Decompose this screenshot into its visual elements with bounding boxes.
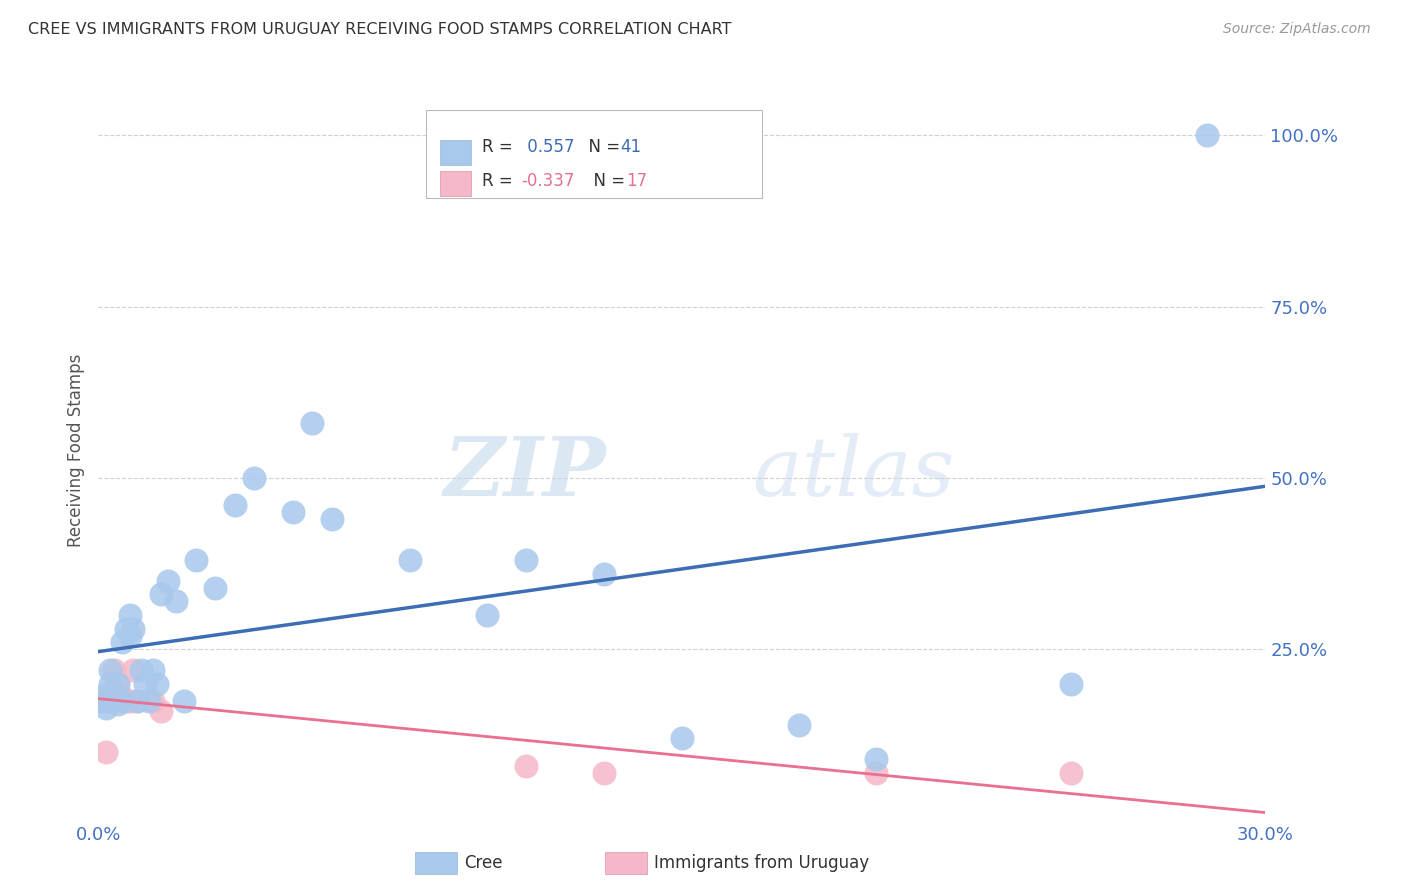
- Point: [118, 694, 141, 708]
- Point: [129, 663, 152, 677]
- Point: [671, 731, 693, 746]
- Text: Source: ZipAtlas.com: Source: ZipAtlas.com: [1223, 22, 1371, 37]
- Text: N =: N =: [583, 172, 631, 190]
- Text: 0.557: 0.557: [522, 138, 574, 156]
- Point: [865, 765, 887, 780]
- Point: [103, 663, 125, 677]
- Point: [122, 663, 145, 677]
- Point: [96, 700, 118, 714]
- Point: [142, 663, 165, 677]
- Point: [165, 594, 187, 608]
- Point: [787, 717, 810, 731]
- Point: [224, 498, 246, 512]
- Point: [103, 690, 125, 705]
- Point: [157, 574, 180, 588]
- Point: [1060, 676, 1083, 690]
- Point: [477, 607, 499, 622]
- Text: -0.337: -0.337: [522, 172, 575, 190]
- Point: [114, 694, 136, 708]
- Point: [103, 694, 125, 708]
- Point: [1195, 128, 1218, 142]
- Point: [515, 553, 537, 567]
- Point: [122, 622, 145, 636]
- Text: ZIP: ZIP: [443, 433, 606, 513]
- Point: [138, 694, 160, 708]
- Point: [321, 512, 343, 526]
- Y-axis label: Receiving Food Stamps: Receiving Food Stamps: [66, 354, 84, 547]
- Point: [184, 553, 207, 567]
- Point: [593, 765, 616, 780]
- Text: CREE VS IMMIGRANTS FROM URUGUAY RECEIVING FOOD STAMPS CORRELATION CHART: CREE VS IMMIGRANTS FROM URUGUAY RECEIVIN…: [28, 22, 731, 37]
- Point: [142, 694, 165, 708]
- Point: [515, 759, 537, 773]
- Point: [96, 745, 118, 759]
- Point: [173, 694, 195, 708]
- Point: [127, 694, 149, 708]
- Text: atlas: atlas: [752, 433, 955, 513]
- Point: [111, 635, 134, 649]
- Point: [107, 676, 129, 690]
- Point: [398, 553, 420, 567]
- Text: 17: 17: [626, 172, 647, 190]
- Point: [204, 581, 226, 595]
- Point: [146, 676, 169, 690]
- Point: [114, 622, 136, 636]
- Point: [98, 676, 121, 690]
- Point: [243, 471, 266, 485]
- Point: [301, 416, 323, 430]
- Point: [127, 694, 149, 708]
- Text: R =: R =: [482, 138, 519, 156]
- Point: [111, 690, 134, 705]
- Text: Immigrants from Uruguay: Immigrants from Uruguay: [654, 855, 869, 872]
- Text: N =: N =: [578, 138, 626, 156]
- Point: [107, 697, 129, 711]
- Point: [98, 694, 121, 708]
- Point: [118, 607, 141, 622]
- Point: [96, 687, 118, 701]
- Point: [107, 676, 129, 690]
- Point: [149, 704, 172, 718]
- Point: [91, 694, 114, 708]
- Point: [593, 566, 616, 581]
- Point: [111, 694, 134, 708]
- Point: [1060, 765, 1083, 780]
- Point: [865, 752, 887, 766]
- Point: [134, 676, 156, 690]
- Point: [98, 663, 121, 677]
- Text: Cree: Cree: [464, 855, 502, 872]
- Text: R =: R =: [482, 172, 519, 190]
- Point: [281, 505, 304, 519]
- Point: [118, 628, 141, 642]
- Text: 41: 41: [620, 138, 641, 156]
- Point: [149, 587, 172, 601]
- Point: [91, 694, 114, 708]
- Point: [98, 694, 121, 708]
